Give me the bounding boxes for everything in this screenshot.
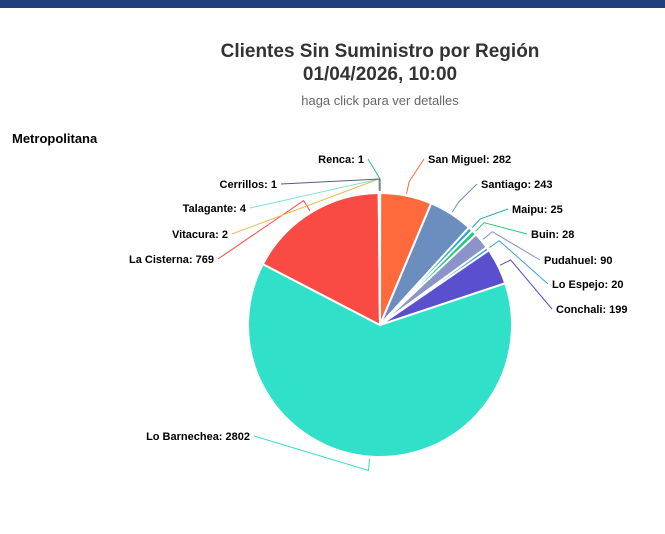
connector-lo-barnechea (253, 435, 370, 472)
data-label-cerrillos: Cerrillos: 1 (220, 179, 277, 191)
chart-subtitle: haga click para ver detalles (301, 93, 459, 108)
connector-la-cisterna (217, 199, 311, 260)
data-label-renca: Renca: 1 (318, 154, 364, 166)
connector-buin (475, 222, 528, 235)
connector-conchali (499, 259, 553, 310)
chart-title-line1: Clientes Sin Suministro por Región (220, 41, 540, 62)
connector-cerrillos (280, 178, 381, 191)
chart-title: Clientes Sin Suministro por Región 01/04… (0, 40, 665, 86)
pie-slice-la-cisterna[interactable] (261, 191, 382, 327)
data-label-lo-espejo: Lo Espejo: 20 (552, 279, 624, 291)
top-header-bar (0, 0, 665, 8)
connector-santiago (451, 183, 478, 213)
connector-renca (367, 158, 381, 191)
connector-lo-espejo (489, 240, 549, 285)
region-label: Metropolitana (12, 131, 98, 146)
data-label-conchali: Conchali: 199 (556, 304, 628, 316)
data-label-lo-barnechea: Lo Barnechea: 2802 (146, 431, 250, 443)
data-label-san-miguel: San Miguel: 282 (428, 154, 511, 166)
data-label-la-cisterna: La Cisterna: 769 (129, 254, 214, 266)
connector-san-miguel (406, 158, 425, 194)
pie-slice-lo-barnechea[interactable] (247, 262, 513, 458)
data-label-vitacura: Vitacura: 2 (172, 229, 228, 241)
data-label-maipu: Maipu: 25 (512, 204, 563, 216)
data-label-pudahuel: Pudahuel: 90 (544, 255, 612, 267)
data-label-santiago: Santiago: 243 (481, 179, 553, 191)
data-label-talagante: Talagante: 4 (183, 203, 247, 215)
data-label-buin: Buin: 28 (531, 229, 574, 241)
connector-maipu (471, 208, 509, 229)
connector-pudahuel (482, 231, 541, 261)
chart-title-line2: 01/04/2026, 10:00 (302, 64, 458, 85)
